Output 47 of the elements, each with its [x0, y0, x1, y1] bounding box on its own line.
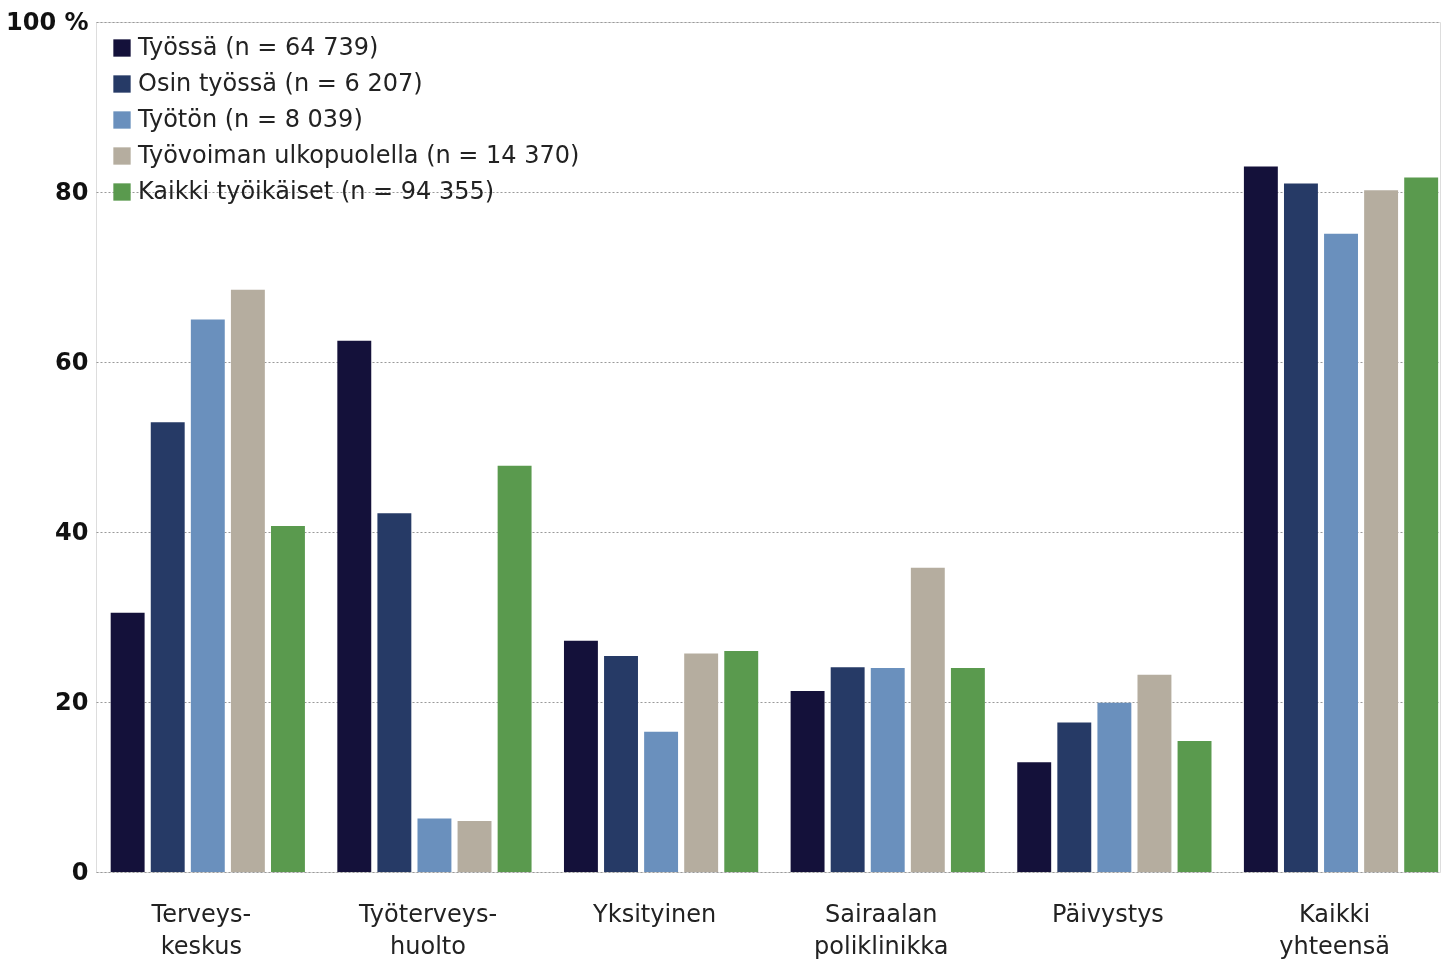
y-tick-label: 0	[71, 857, 89, 886]
x-tick-label: Sairaalan poliklinikka	[814, 899, 949, 960]
bar	[1017, 762, 1052, 872]
x-tick-label: Kaikki yhteensä	[1279, 899, 1390, 960]
bar	[724, 651, 759, 872]
y-tick-label: 20	[55, 687, 89, 716]
legend-label: Työvoiman ulkopuolella (n = 14 370)	[137, 141, 580, 169]
y-tick-label: 100 %	[6, 7, 89, 36]
bar	[190, 319, 225, 872]
bar	[1177, 741, 1212, 872]
bar	[497, 465, 532, 872]
bar	[830, 667, 865, 872]
bar	[910, 567, 945, 872]
bar	[1137, 674, 1172, 872]
bar	[1324, 233, 1358, 872]
bar	[1283, 183, 1318, 872]
bar	[644, 731, 679, 872]
bar	[1243, 166, 1278, 872]
bar	[337, 340, 372, 872]
y-tick-label: 40	[55, 517, 89, 546]
bar	[604, 656, 638, 872]
bar	[271, 526, 305, 872]
y-tick-label: 80	[55, 177, 89, 206]
legend-label: Työssä (n = 64 739)	[137, 33, 379, 61]
bar	[1404, 177, 1439, 872]
legend-label: Työtön (n = 8 039)	[137, 105, 363, 133]
legend-label: Osin työssä (n = 6 207)	[138, 69, 423, 97]
x-tick-label: Työterveys- huolto	[357, 899, 498, 960]
bar	[150, 422, 185, 872]
bar	[457, 821, 492, 872]
bar	[417, 818, 452, 872]
legend-label: Kaikki työikäiset (n = 94 355)	[138, 177, 495, 205]
bar	[950, 668, 985, 872]
bar	[684, 653, 719, 872]
bar	[377, 513, 412, 872]
x-tick-label: Yksityinen	[592, 899, 717, 928]
x-tick-label: Päivystys	[1052, 899, 1164, 928]
bar	[790, 690, 825, 872]
bar	[563, 640, 598, 872]
x-tick-label: Terveys- keskus	[150, 899, 252, 960]
bar	[870, 668, 905, 872]
bar	[230, 289, 265, 872]
bar	[110, 612, 145, 872]
bar	[1364, 190, 1399, 872]
y-tick-label: 60	[55, 347, 89, 376]
bar	[1097, 702, 1132, 872]
bar	[1057, 722, 1092, 872]
